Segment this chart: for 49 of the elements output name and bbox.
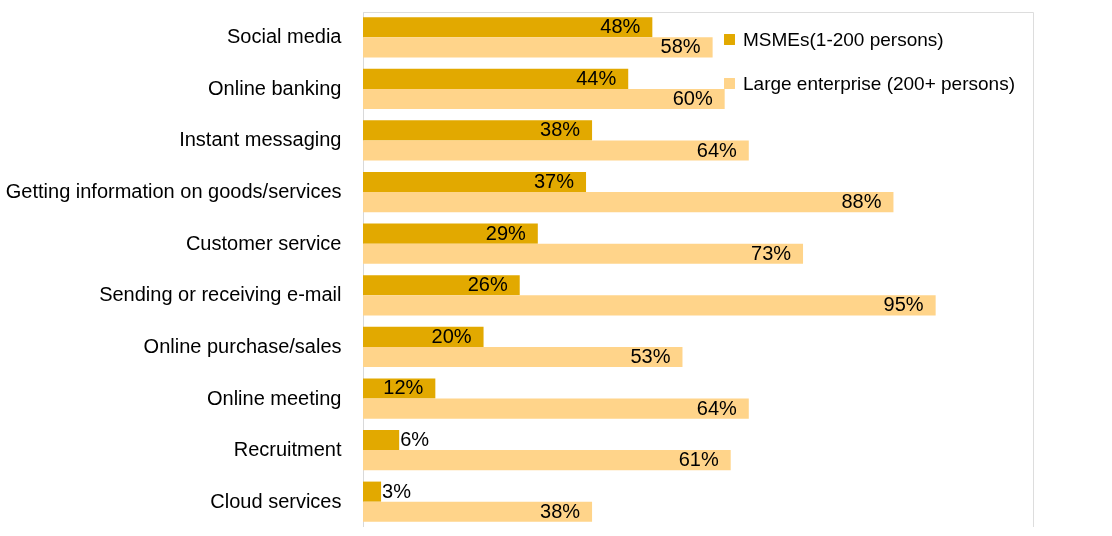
bar [363, 192, 894, 213]
y-tick-label: Online meeting [206, 386, 342, 409]
data-label: 29% [485, 221, 527, 244]
bar [363, 120, 593, 141]
bar [363, 140, 749, 161]
bar [363, 243, 804, 264]
data-label: 38% [540, 499, 581, 522]
data-label: 26% [467, 273, 508, 296]
data-label: 95% [883, 293, 924, 316]
data-label: 20% [431, 324, 472, 347]
data-label: 44% [576, 66, 617, 89]
bar [363, 275, 520, 296]
data-label: 61% [678, 448, 719, 471]
data-label: 64% [696, 138, 737, 161]
y-tick-label: Online purchase/sales [143, 334, 342, 357]
bar [363, 346, 683, 368]
y-tick-label: Cloud services [210, 489, 342, 512]
bar [363, 68, 629, 89]
bar [363, 429, 400, 451]
y-tick-label: Customer service [185, 231, 342, 254]
bar [363, 501, 593, 522]
data-label: 38% [540, 118, 581, 141]
data-label: 48% [600, 15, 641, 38]
bar [363, 450, 731, 471]
data-label: 88% [841, 190, 882, 213]
y-tick-label: Online banking [208, 76, 342, 99]
data-label: 58% [660, 35, 701, 58]
data-label: 12% [383, 376, 424, 399]
bar [363, 223, 538, 244]
legend-label: MSMEs(1-200 persons) [743, 28, 944, 50]
bar [363, 398, 749, 419]
bar [363, 295, 936, 316]
bar [363, 171, 587, 193]
y-tick-label: Recruitment [233, 438, 342, 461]
data-label: 37% [534, 170, 575, 193]
y-tick-label: Instant messaging [179, 128, 342, 151]
bar [363, 17, 653, 38]
data-label: 64% [696, 396, 737, 419]
data-label: 53% [630, 344, 671, 367]
bar [363, 481, 382, 502]
y-tick-label: Sending or receiving e-mail [99, 283, 342, 306]
data-label: 60% [672, 86, 713, 109]
y-tick-label: Getting information on goods/services [5, 180, 342, 203]
data-label: 6% [400, 428, 430, 451]
data-label: 3% [382, 479, 412, 502]
legend-label: Large enterprise (200+ persons) [743, 72, 1015, 94]
bar [363, 37, 713, 58]
y-tick-label: Social media [226, 25, 343, 48]
data-label: 73% [751, 241, 792, 264]
